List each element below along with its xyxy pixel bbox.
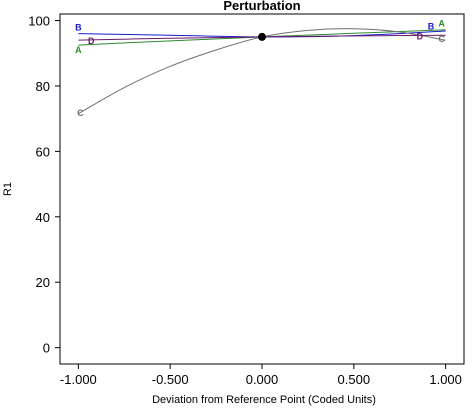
- curve-label-b-right: B: [428, 22, 435, 32]
- curve-label-a-right: A: [438, 19, 445, 29]
- plot-frame: [59, 13, 465, 365]
- x-tick-label: 1.000: [429, 372, 462, 387]
- curve-label-c-right: C: [438, 34, 445, 44]
- y-tick-label: 60: [36, 144, 50, 159]
- curve-label-b-left: B: [75, 23, 82, 33]
- curve-label-d-right: D: [417, 31, 424, 41]
- curve-label-c-left: C: [77, 108, 84, 118]
- y-axis-label: R1: [2, 182, 14, 196]
- x-tick-label: 0.500: [338, 372, 371, 387]
- x-axis-label: Deviation from Reference Point (Coded Un…: [152, 394, 376, 406]
- curves: [78, 28, 446, 115]
- y-tick-label: 40: [36, 210, 50, 225]
- y-tick-label: 0: [43, 341, 50, 356]
- curve-c: [78, 28, 446, 115]
- y-tick-label: 80: [36, 79, 50, 94]
- chart-title: Perturbation: [223, 0, 300, 13]
- x-tick-label: -1.000: [60, 372, 97, 387]
- y-tick-label: 20: [36, 275, 50, 290]
- curve-label-d-left: D: [88, 36, 95, 46]
- y-tick-label: 100: [28, 14, 50, 29]
- x-tick-label: 0.000: [246, 372, 279, 387]
- curve-label-a-left: A: [75, 45, 82, 55]
- reference-point-marker: [258, 32, 266, 41]
- axes: -1.000 -0.500 0.000 0.500 1.000 0 20 40 60 80 100: [28, 13, 465, 387]
- x-tick-label: -0.500: [152, 372, 189, 387]
